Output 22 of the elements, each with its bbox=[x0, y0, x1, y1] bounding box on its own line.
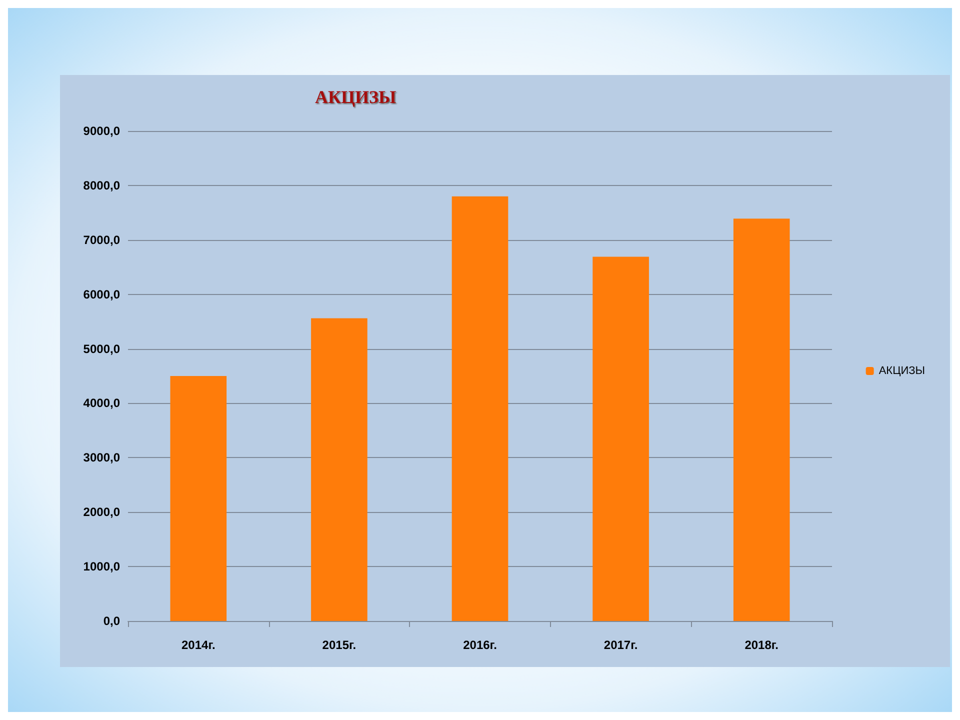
chart-title: АКЦИЗЫ bbox=[315, 87, 397, 107]
x-tick-label: 2016г. bbox=[463, 638, 497, 652]
y-tick-label: 8000,0 bbox=[83, 178, 120, 192]
legend-label: АКЦИЗЫ bbox=[878, 365, 925, 377]
y-tick-label: 9000,0 bbox=[83, 124, 120, 138]
bar bbox=[170, 376, 227, 621]
y-tick-label: 7000,0 bbox=[83, 232, 120, 247]
bar bbox=[311, 318, 368, 621]
bar bbox=[592, 256, 649, 621]
y-tick-label: 5000,0 bbox=[83, 342, 120, 356]
y-tick-label: 0,0 bbox=[103, 614, 120, 628]
x-tick-label: 2014г. bbox=[181, 638, 216, 652]
y-tick-label: 4000,0 bbox=[83, 396, 120, 410]
x-tick-label: 2018г. bbox=[744, 638, 779, 652]
y-tick-label: 1000,0 bbox=[83, 560, 120, 574]
x-tick-label: 2015г. bbox=[322, 638, 356, 652]
y-tick-label: 3000,0 bbox=[83, 450, 120, 465]
y-tick-label: 6000,0 bbox=[83, 287, 120, 302]
bar bbox=[733, 218, 790, 621]
x-tick-label: 2017г. bbox=[604, 638, 638, 652]
bar bbox=[452, 196, 508, 621]
y-tick-label: 2000,0 bbox=[83, 505, 120, 520]
